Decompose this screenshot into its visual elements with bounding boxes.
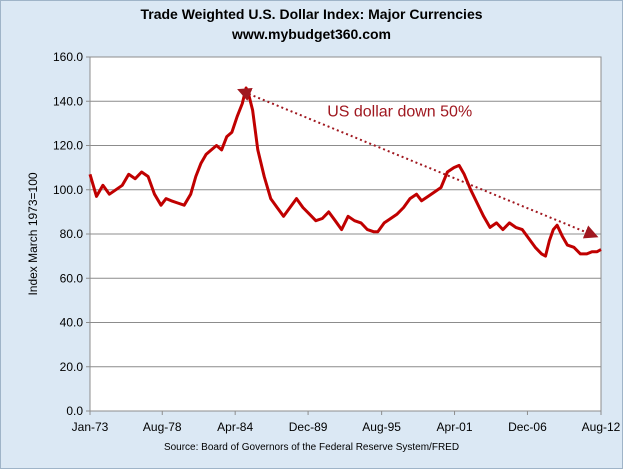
x-tick-label: Apr-01 <box>437 420 473 434</box>
annotation-label: US dollar down 50% <box>327 104 472 121</box>
y-tick-label: 80.0 <box>60 227 84 241</box>
x-tick-label: Dec-89 <box>289 420 328 434</box>
y-tick-label: 120.0 <box>53 139 83 153</box>
chart-subtitle: www.mybudget360.com <box>232 26 391 42</box>
x-tick-label: Aug-12 <box>582 420 621 434</box>
y-tick-label: 100.0 <box>53 183 83 197</box>
y-tick-label: 0.0 <box>66 404 83 418</box>
x-tick-label: Apr-84 <box>217 420 253 434</box>
y-axis-label: Index March 1973=100 <box>26 172 40 295</box>
x-tick-label: Aug-95 <box>362 420 401 434</box>
y-tick-label: 20.0 <box>60 360 84 374</box>
annotation-arrow <box>237 87 599 239</box>
y-tick-label: 40.0 <box>60 316 84 330</box>
source-note: Source: Board of Governors of the Federa… <box>163 442 460 453</box>
x-tick-label: Aug-78 <box>143 420 182 434</box>
y-tick-label: 160.0 <box>53 50 83 64</box>
y-tick-label: 60.0 <box>60 271 84 285</box>
chart-title: Trade Weighted U.S. Dollar Index: Major … <box>140 6 483 22</box>
x-tick-label: Dec-06 <box>508 420 547 434</box>
y-tick-label: 140.0 <box>53 94 83 108</box>
x-tick-label: Jan-73 <box>72 420 109 434</box>
